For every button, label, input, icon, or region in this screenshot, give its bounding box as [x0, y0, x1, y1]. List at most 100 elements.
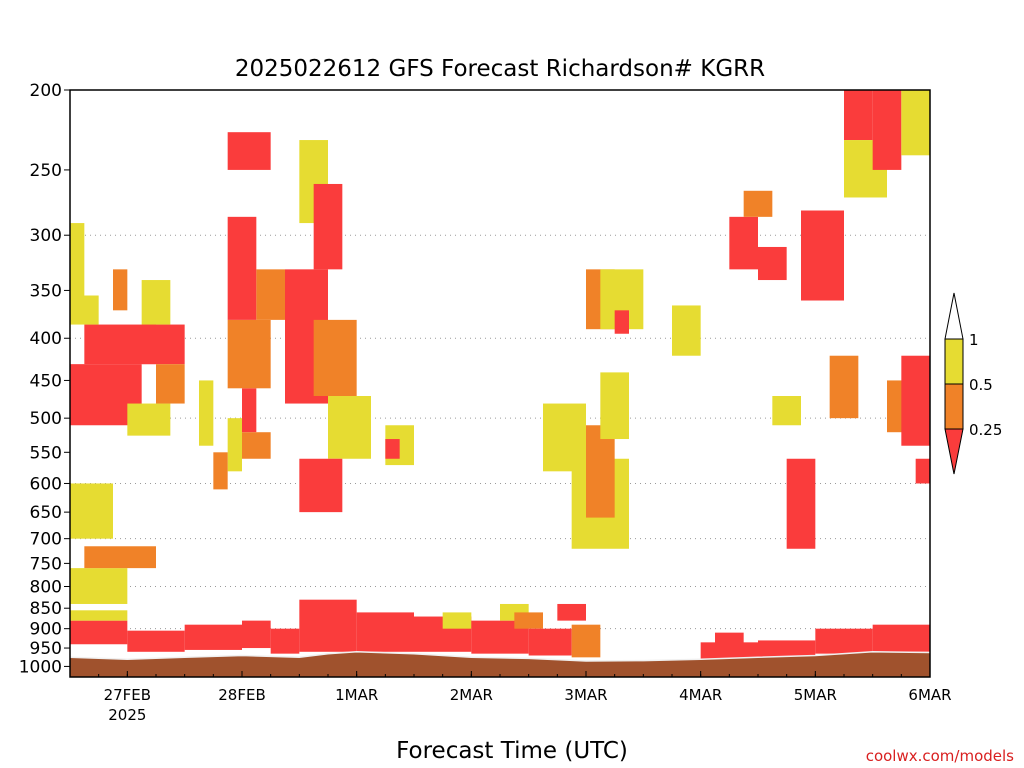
ri-cell [313, 319, 357, 397]
y-tick-label: 800 [30, 577, 62, 597]
ri-cell [227, 418, 242, 472]
ri-cell [141, 280, 171, 325]
ri-cell [242, 620, 271, 649]
credit-text: coolwx.com/models [866, 747, 1014, 765]
ri-cell [242, 388, 257, 433]
ri-cell [915, 458, 930, 484]
ri-cell [356, 612, 414, 652]
ri-cell [815, 628, 873, 654]
y-tick-label: 250 [30, 161, 62, 181]
y-tick-label: 1000 [19, 657, 62, 677]
ri-cell [299, 458, 343, 513]
ri-cell [743, 190, 773, 217]
x-tick-label: 3MAR [564, 686, 607, 704]
y-tick-label: 550 [30, 443, 62, 463]
y-tick-label: 450 [30, 371, 62, 391]
ri-cell [758, 246, 787, 281]
ri-cell [772, 396, 801, 426]
legend-label: 0.25 [969, 421, 1002, 439]
ri-cell [829, 355, 859, 419]
ri-cell [514, 612, 543, 629]
ri-cell [227, 319, 271, 389]
x-tick-label: 27FEB [104, 686, 151, 704]
ri-cell [758, 640, 816, 658]
ri-cell [557, 603, 586, 621]
ri-cell [270, 628, 300, 654]
y-tick-label: 900 [30, 620, 62, 640]
ri-cell [84, 546, 156, 569]
ri-cell [184, 624, 242, 650]
ri-cell [528, 628, 572, 656]
ri-cell [227, 132, 271, 170]
ri-cell [901, 355, 930, 446]
y-tick-label: 850 [30, 599, 62, 619]
x-axis-label: Forecast Time (UTC) [396, 738, 628, 764]
ri-cell [729, 216, 758, 270]
ri-cell [70, 620, 128, 645]
ri-cell [844, 90, 873, 141]
y-tick-label: 300 [30, 226, 62, 246]
ri-cell [242, 432, 271, 459]
y-tick-label: 600 [30, 474, 62, 494]
ri-cell [70, 483, 113, 539]
ground-fill [70, 651, 930, 677]
x-tick-label: 5MAR [794, 686, 837, 704]
chart-title: 2025022612 GFS Forecast Richardson# KGRR [235, 56, 765, 82]
plot-area [69, 89, 931, 678]
legend-bin-0.25-0.5 [944, 383, 964, 430]
y-tick-label: 400 [30, 329, 62, 349]
ri-cell [70, 568, 128, 604]
legend-label: 1 [969, 331, 979, 349]
surface-line [69, 651, 931, 662]
x-tick-label: 6MAR [908, 686, 951, 704]
ri-cell [199, 380, 214, 446]
ri-cell [70, 295, 99, 325]
ri-cell [299, 599, 357, 652]
ri-cell [156, 364, 185, 404]
ri-cell [672, 305, 701, 356]
legend-label: 0.5 [969, 376, 993, 394]
ri-cell [872, 90, 902, 170]
ri-cell [227, 216, 257, 320]
ri-cell [614, 310, 629, 334]
x-tick-label: 28FEB [218, 686, 265, 704]
legend-bin-gt1 [944, 292, 964, 340]
ri-cell [141, 324, 185, 365]
ri-cell [901, 90, 930, 156]
ri-cell [872, 624, 930, 652]
y-tick-label: 500 [30, 409, 62, 429]
ri-cell [213, 452, 228, 490]
ri-cell [801, 210, 844, 301]
ri-cell [70, 223, 85, 296]
ri-cell [586, 425, 615, 518]
ri-cell [786, 458, 816, 549]
ri-cells [70, 90, 930, 660]
ri-cell [715, 632, 744, 649]
y-tick-label: 200 [30, 81, 62, 101]
x-axis: 27FEB 2025 28FEB 1MAR 2MAR 3MAR 4MAR 5MAR 6MAR [69, 671, 952, 724]
ri-cell [70, 610, 128, 621]
y-tick-label: 700 [30, 530, 62, 550]
y-axis: 200 250 300 350 400 450 500 550 600 650 700 750 8008… [19, 81, 70, 677]
x-tick-sublabel: 2025 [108, 706, 146, 724]
x-tick-label: 4MAR [679, 686, 722, 704]
legend-bin-lt0.25 [944, 428, 964, 475]
ri-cell [313, 183, 343, 270]
y-tick-label: 650 [30, 503, 62, 523]
below-ground [69, 651, 931, 677]
ri-cell [600, 372, 629, 440]
ri-cell [256, 269, 285, 320]
x-tick-label: 1MAR [335, 686, 378, 704]
ri-cell [571, 624, 601, 658]
ri-cell [328, 396, 371, 459]
ri-cell [127, 403, 171, 436]
ri-cell [385, 439, 400, 459]
y-tick-label: 350 [30, 281, 62, 301]
x-tick-label: 2MAR [450, 686, 493, 704]
ri-cell [127, 630, 185, 652]
ri-cell [113, 269, 128, 311]
legend-bin-0.5-1 [944, 338, 964, 385]
ri-cell [442, 612, 472, 629]
y-tick-label: 750 [30, 554, 62, 574]
